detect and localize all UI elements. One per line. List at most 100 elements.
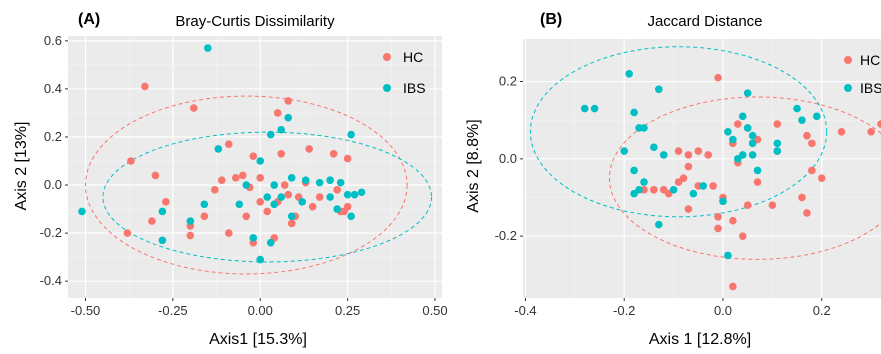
point-ibs <box>724 251 732 260</box>
point-hc <box>238 171 247 180</box>
legend-marker-ibs-b <box>844 84 852 92</box>
ticks-b: -0.4 -0.2 0.0 0.2 -0.2 0.0 0.2 <box>495 74 831 318</box>
point-hc <box>200 212 209 221</box>
gridlines-b <box>523 39 881 298</box>
points-b <box>580 69 881 291</box>
point-hc <box>148 217 156 225</box>
point-ibs <box>813 112 821 121</box>
point-hc <box>674 178 683 186</box>
point-hc <box>343 154 352 163</box>
point-ibs <box>315 178 324 187</box>
point-ibs <box>654 85 663 94</box>
point-hc <box>263 207 272 216</box>
point-ibs <box>158 236 167 245</box>
point-ibs <box>200 200 209 209</box>
x-tick-label: 0.0 <box>714 303 732 318</box>
point-hc <box>729 282 737 291</box>
legend-b: HC IBS <box>844 52 881 96</box>
point-hc <box>803 131 811 140</box>
panel-a: -0.50 -0.25 0.00 0.25 0.50 -0.4 -0.2 0.0 0.2 0.4 0… <box>13 11 448 348</box>
point-ibs <box>669 185 678 194</box>
point-hc <box>684 162 693 171</box>
point-hc <box>277 149 286 158</box>
point-hc <box>837 127 846 136</box>
point-hc <box>273 109 282 117</box>
point-ibs <box>266 238 275 247</box>
y-tick-label: 0.6 <box>44 33 62 48</box>
point-hc <box>242 212 251 221</box>
gridlines-a <box>68 36 442 298</box>
point-hc <box>773 120 782 128</box>
x-tick-label: -0.50 <box>71 303 101 318</box>
point-ibs <box>249 234 258 242</box>
point-ibs <box>277 193 286 201</box>
y-axis-label-b: Axis 2 [8.8%] <box>465 119 482 212</box>
point-hc <box>743 201 752 210</box>
point-ibs <box>650 143 658 152</box>
point-ibs <box>748 139 757 148</box>
point-ibs <box>659 151 668 159</box>
point-ibs <box>729 135 737 144</box>
y-tick-label: 0.2 <box>44 129 62 144</box>
point-hc <box>714 213 722 221</box>
x-tick-label: 0.2 <box>813 303 831 318</box>
point-ibs <box>635 185 643 194</box>
point-ibs <box>266 130 275 139</box>
point-hc <box>333 186 341 194</box>
point-ibs <box>620 147 629 155</box>
plot-background-a <box>68 36 442 298</box>
point-ibs <box>242 181 251 189</box>
point-hc <box>224 140 233 148</box>
panel-tag-b: (B) <box>540 11 562 28</box>
x-tick-label: 0.25 <box>335 303 360 318</box>
point-hc <box>284 190 293 199</box>
legend-label-hc-b: HC <box>860 52 880 68</box>
point-hc <box>684 151 693 159</box>
point-ibs <box>347 130 355 139</box>
point-hc <box>694 147 703 155</box>
point-ibs <box>630 108 638 117</box>
x-tick-label: 0.00 <box>248 303 273 318</box>
point-hc <box>280 181 289 189</box>
point-hc <box>186 231 195 240</box>
point-ibs <box>753 166 762 175</box>
point-ibs <box>277 125 286 134</box>
point-hc <box>162 198 170 206</box>
point-hc <box>308 202 317 211</box>
point-hc <box>734 120 742 128</box>
point-hc <box>768 201 777 210</box>
point-ibs <box>235 200 244 209</box>
point-ibs <box>630 166 638 175</box>
x-axis-label-a: Axis1 [15.3%] <box>209 331 307 348</box>
y-tick-label: 0.4 <box>44 81 62 96</box>
point-hc <box>315 193 324 201</box>
point-ibs <box>724 127 732 136</box>
point-ibs <box>350 190 359 199</box>
point-ibs <box>738 112 747 121</box>
point-ibs <box>640 124 648 132</box>
y-tick-label: -0.2 <box>495 228 517 243</box>
point-hc <box>704 151 712 159</box>
point-hc <box>224 229 233 237</box>
ellipses-b <box>529 46 881 260</box>
panel-b: -0.4 -0.2 0.0 0.2 -0.2 0.0 0.2 (B) Jaccard Dis… <box>465 11 881 348</box>
point-ibs <box>793 104 801 113</box>
point-hc <box>256 174 265 182</box>
point-ibs <box>158 207 167 216</box>
point-hc <box>127 157 135 165</box>
point-ibs <box>336 178 345 187</box>
y-tick-label: -0.2 <box>40 225 62 240</box>
point-hc <box>305 145 313 153</box>
legend-a: HC IBS <box>383 49 426 96</box>
point-ibs <box>256 157 265 165</box>
point-ibs <box>287 174 296 182</box>
y-axis-label-a: Axis 2 [13%] <box>13 122 30 211</box>
point-ibs <box>256 255 265 264</box>
point-ibs <box>347 212 355 221</box>
point-hc <box>738 232 747 240</box>
ellipses-a <box>84 95 433 275</box>
panel-tag-a: (A) <box>78 11 100 28</box>
point-hc <box>803 209 811 217</box>
points-a <box>78 44 366 264</box>
